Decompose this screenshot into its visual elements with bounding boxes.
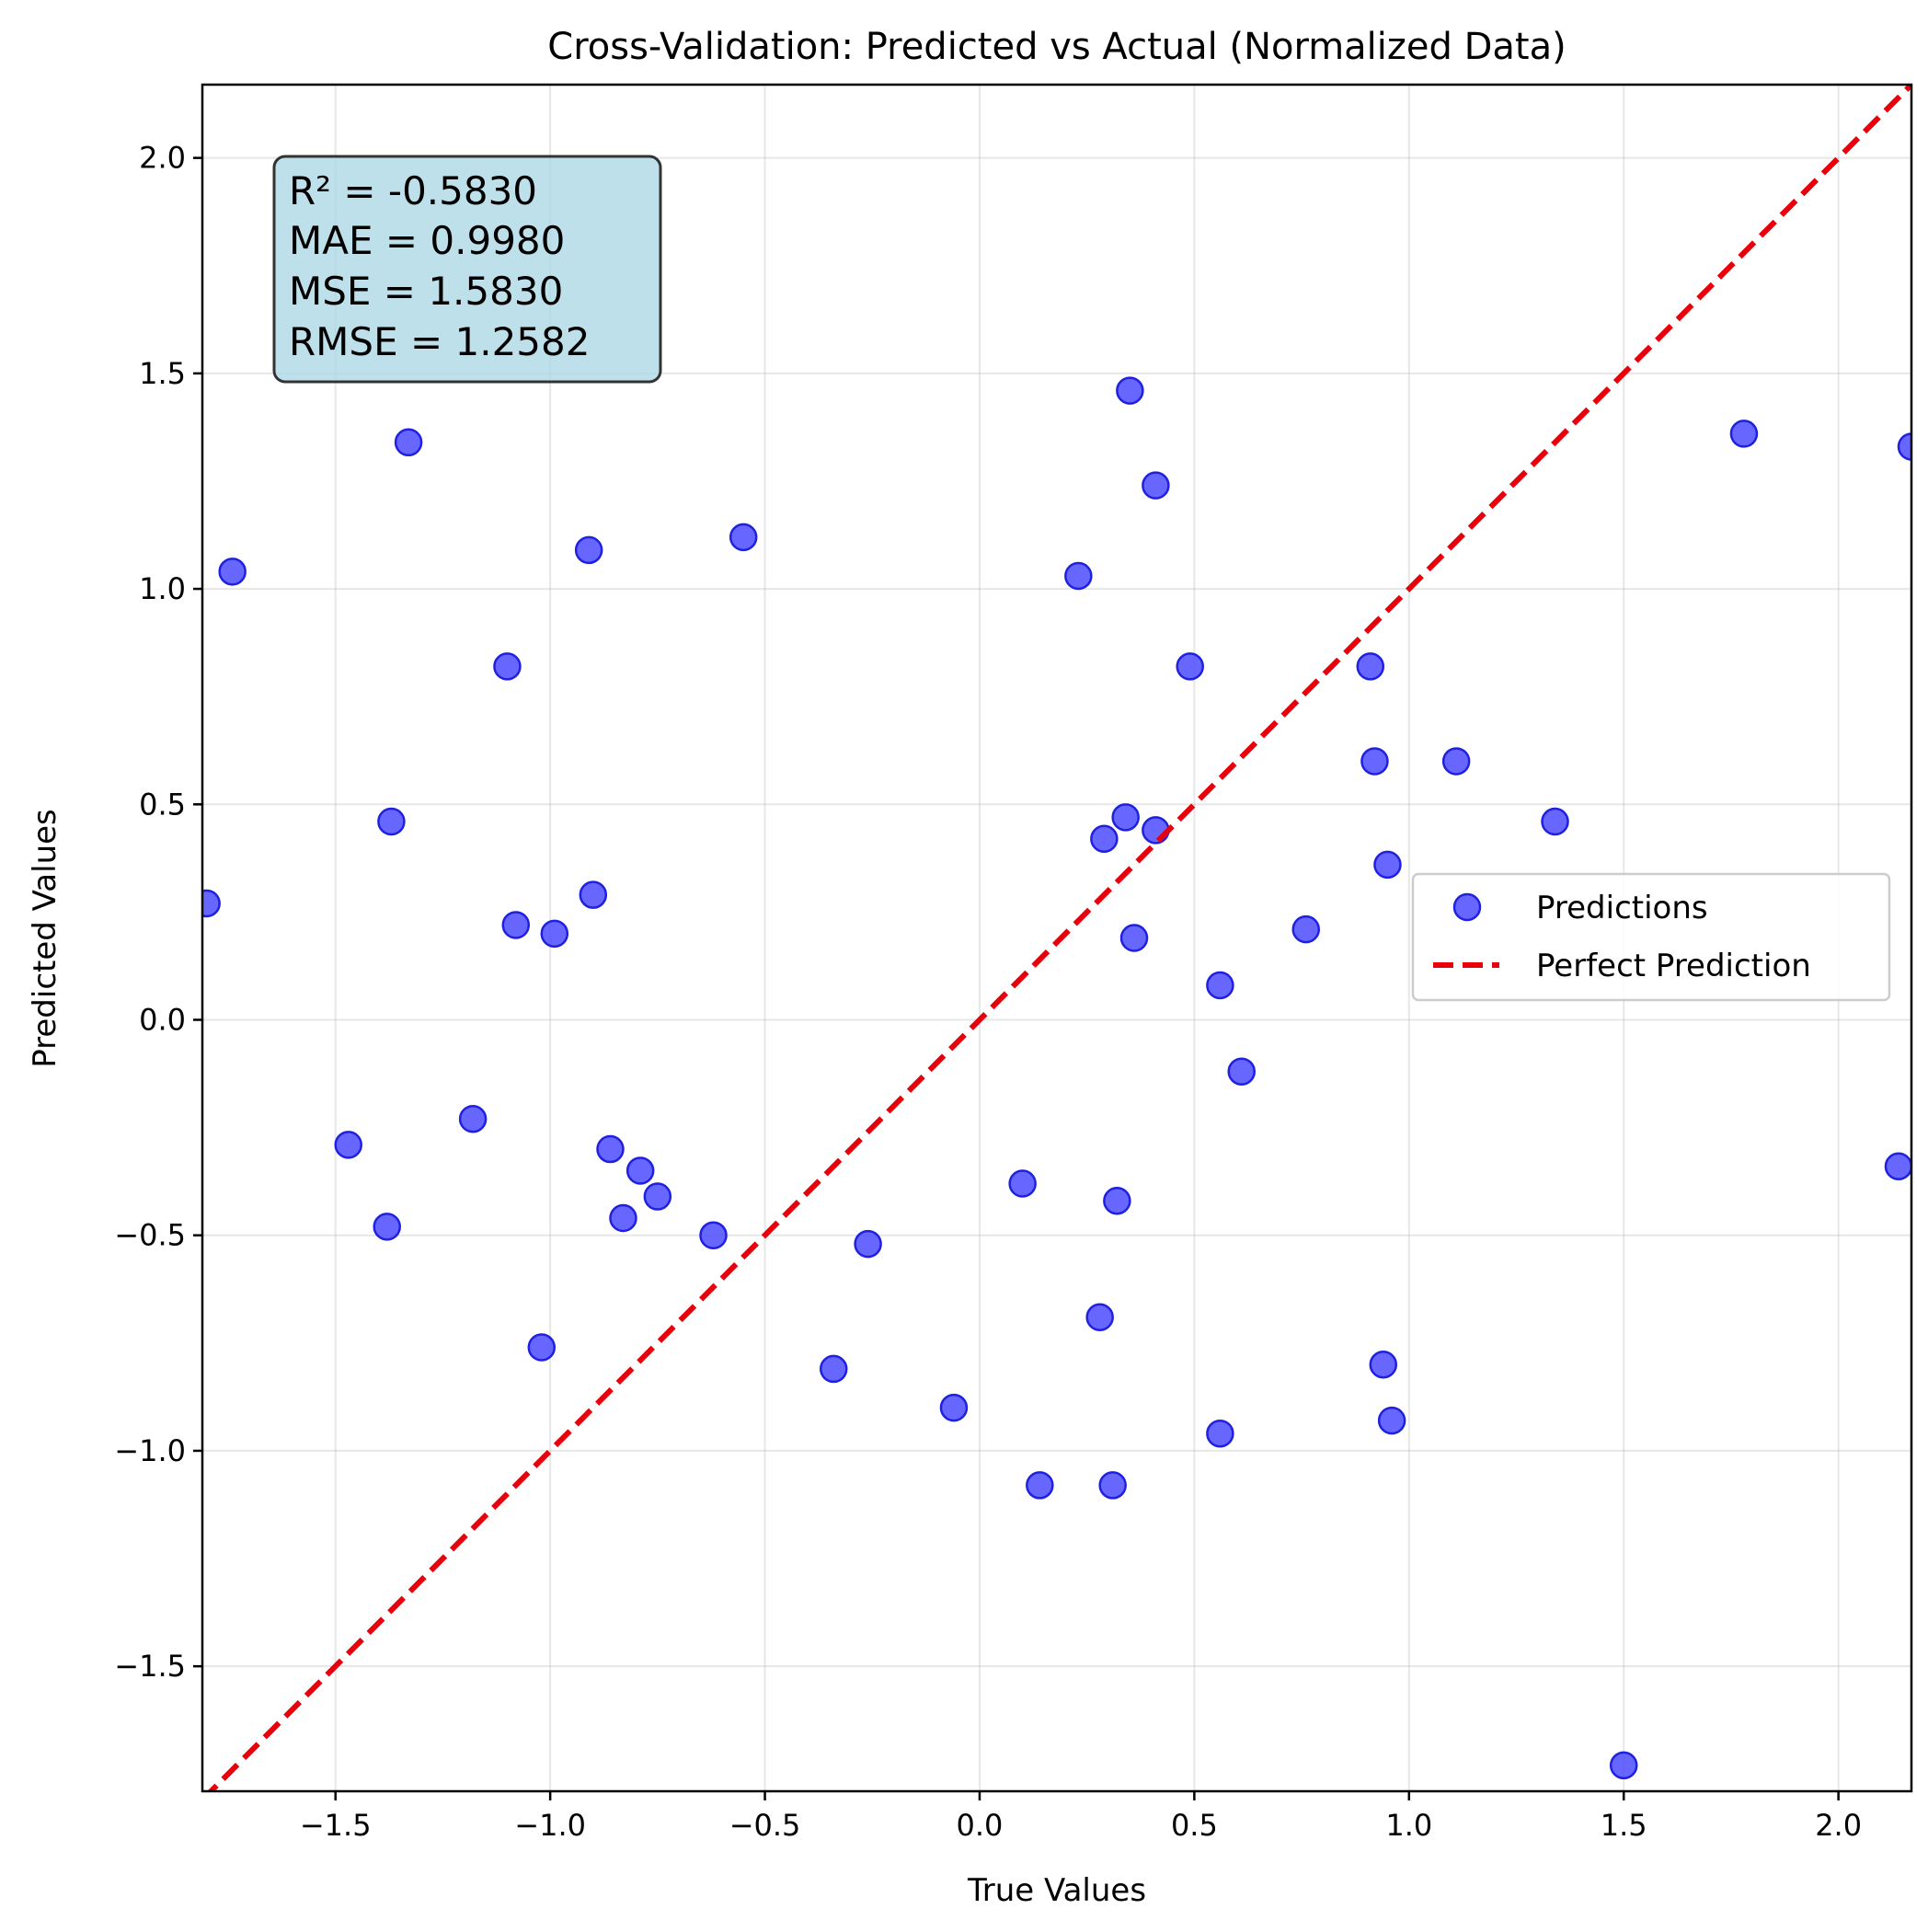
data-point bbox=[373, 1213, 401, 1241]
data-point bbox=[377, 807, 406, 836]
data-point bbox=[939, 1393, 969, 1422]
data-point bbox=[1085, 1303, 1114, 1331]
data-point bbox=[1064, 561, 1093, 591]
x-axis-label: True Values bbox=[967, 1872, 1146, 1909]
x-tick-label: 0.0 bbox=[957, 1808, 1004, 1843]
data-point bbox=[1206, 971, 1234, 1000]
data-point bbox=[1729, 420, 1759, 448]
data-point bbox=[1008, 1169, 1037, 1198]
data-point bbox=[1206, 1419, 1234, 1448]
data-point bbox=[819, 1354, 848, 1384]
data-point bbox=[493, 652, 522, 681]
data-point bbox=[1116, 376, 1144, 405]
data-point bbox=[1098, 1471, 1127, 1500]
scatter-points bbox=[202, 376, 1911, 1780]
y-axis-label: Predicted Values bbox=[27, 809, 63, 1068]
data-point bbox=[1142, 471, 1170, 500]
data-point bbox=[1103, 1186, 1131, 1215]
x-tick-label: 1.5 bbox=[1601, 1808, 1647, 1843]
x-tick-label: −0.5 bbox=[729, 1808, 801, 1843]
data-point bbox=[1377, 1406, 1406, 1435]
data-point bbox=[574, 535, 603, 565]
data-point bbox=[1291, 914, 1321, 944]
metric-rmse: RMSE = 1.2582 bbox=[289, 319, 590, 364]
x-tick-label: −1.0 bbox=[514, 1808, 586, 1843]
legend: Predictions Perfect Prediction bbox=[1411, 872, 1891, 1002]
data-point bbox=[643, 1182, 672, 1211]
legend-frame bbox=[1411, 872, 1891, 1002]
y-tick-label: −0.5 bbox=[114, 1218, 186, 1253]
chart-title: Cross-Validation: Predicted vs Actual (N… bbox=[547, 26, 1566, 68]
data-point bbox=[1090, 824, 1119, 854]
data-point bbox=[1541, 807, 1569, 836]
y-tick-label: −1.5 bbox=[114, 1649, 186, 1684]
data-point bbox=[394, 428, 423, 457]
data-point bbox=[1360, 747, 1389, 776]
data-point bbox=[527, 1333, 557, 1362]
metric-r2: R² = -0.5830 bbox=[289, 168, 537, 213]
metrics-box-background bbox=[272, 155, 662, 384]
legend-marker-predictions bbox=[1452, 892, 1482, 922]
x-tick-label: 0.5 bbox=[1171, 1808, 1218, 1843]
data-point bbox=[729, 523, 758, 552]
data-point bbox=[1119, 924, 1149, 952]
plot-frame bbox=[201, 83, 1913, 1793]
y-tick-label: −1.0 bbox=[114, 1433, 186, 1468]
data-point bbox=[1026, 1471, 1054, 1500]
data-point bbox=[1227, 1057, 1256, 1086]
axis-ticks: −1.5 −1.0 −0.5 0.0 0.5 1.0 1.5 2.0 −1.5 −1.0 −0.5 0… bbox=[114, 141, 1862, 1843]
x-tick-label: 1.0 bbox=[1385, 1808, 1432, 1843]
perfect-prediction-line bbox=[207, 85, 1911, 1791]
data-point bbox=[1609, 1751, 1638, 1780]
y-tick-label: 2.0 bbox=[139, 141, 186, 176]
data-point bbox=[458, 1104, 488, 1133]
data-point bbox=[218, 558, 247, 586]
data-point bbox=[501, 911, 531, 939]
y-tick-label: 0.5 bbox=[139, 787, 186, 822]
data-point bbox=[625, 1156, 655, 1185]
y-tick-label: 0.0 bbox=[139, 1003, 186, 1038]
plot-area bbox=[202, 85, 1911, 1791]
grid-lines bbox=[202, 85, 1911, 1791]
data-point bbox=[596, 1134, 625, 1164]
data-point bbox=[1884, 1152, 1911, 1181]
data-point bbox=[1441, 747, 1471, 776]
data-point bbox=[540, 919, 569, 949]
y-tick-label: 1.5 bbox=[139, 356, 186, 391]
data-point bbox=[579, 880, 608, 909]
x-tick-label: 2.0 bbox=[1815, 1808, 1862, 1843]
data-point bbox=[609, 1203, 637, 1233]
data-point bbox=[1369, 1351, 1398, 1379]
legend-label-perfect-prediction: Perfect Prediction bbox=[1536, 948, 1811, 984]
metric-mae: MAE = 0.9980 bbox=[289, 218, 565, 263]
data-point bbox=[1356, 652, 1385, 681]
data-point bbox=[1373, 850, 1402, 880]
data-point bbox=[1176, 652, 1204, 681]
data-point bbox=[1897, 432, 1911, 461]
data-point bbox=[1111, 803, 1140, 832]
y-tick-label: 1.0 bbox=[139, 571, 186, 606]
data-point bbox=[699, 1221, 728, 1249]
x-tick-label: −1.5 bbox=[300, 1808, 372, 1843]
data-point bbox=[334, 1131, 362, 1159]
data-point bbox=[202, 889, 221, 918]
metric-mse: MSE = 1.5830 bbox=[289, 269, 563, 314]
legend-label-predictions: Predictions bbox=[1536, 890, 1708, 926]
data-point bbox=[854, 1229, 882, 1259]
metrics-box: R² = -0.5830 MAE = 0.9980 MSE = 1.5830 R… bbox=[272, 155, 662, 384]
